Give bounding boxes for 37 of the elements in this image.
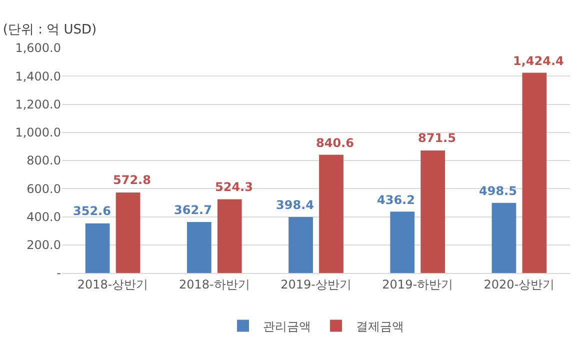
bar — [116, 192, 140, 273]
data-label: 840.6 — [316, 136, 354, 150]
bar — [85, 223, 110, 273]
legend-label: 결제금액 — [356, 319, 404, 334]
data-label: 362.7 — [174, 203, 212, 217]
data-label: 352.6 — [73, 204, 111, 218]
legend-label: 관리금액 — [263, 319, 311, 334]
x-tick-label: 2019-하반기 — [382, 277, 454, 292]
y-tick-label: 600.0 — [26, 182, 61, 196]
x-tick-label: 2018-하반기 — [178, 277, 250, 292]
y-tick-label: 1,000.0 — [15, 126, 61, 140]
data-label: 871.5 — [418, 131, 456, 145]
bar — [319, 154, 344, 273]
data-label: 398.4 — [276, 198, 314, 212]
x-tick-label: 2020-상반기 — [484, 277, 555, 292]
data-label: 524.3 — [215, 180, 253, 194]
data-label: 436.2 — [377, 193, 415, 207]
y-tick-label: 400.0 — [26, 210, 61, 224]
data-label: 572.8 — [113, 173, 151, 187]
y-tick-label: 1,600.0 — [15, 41, 61, 56]
data-label: 1,424.4 — [513, 54, 564, 68]
y-tick-label: 1,200.0 — [15, 97, 61, 112]
y-tick-label: - — [56, 266, 61, 280]
bar — [492, 202, 516, 273]
bar — [217, 199, 242, 273]
bar — [420, 150, 446, 273]
y-tick-label: 200.0 — [26, 238, 61, 252]
x-tick-label: 2019-상반기 — [280, 277, 352, 292]
data-label: 498.5 — [479, 184, 517, 198]
y-tick-label: 1,400.0 — [15, 69, 61, 84]
bar — [390, 212, 415, 273]
chart-title: (단위 : 억 USD) — [2, 22, 97, 38]
x-tick-label: 2018-상반기 — [77, 277, 148, 292]
bar — [186, 222, 212, 273]
bar — [288, 216, 313, 273]
y-tick-label: 800.0 — [26, 154, 61, 168]
bar — [522, 72, 547, 273]
